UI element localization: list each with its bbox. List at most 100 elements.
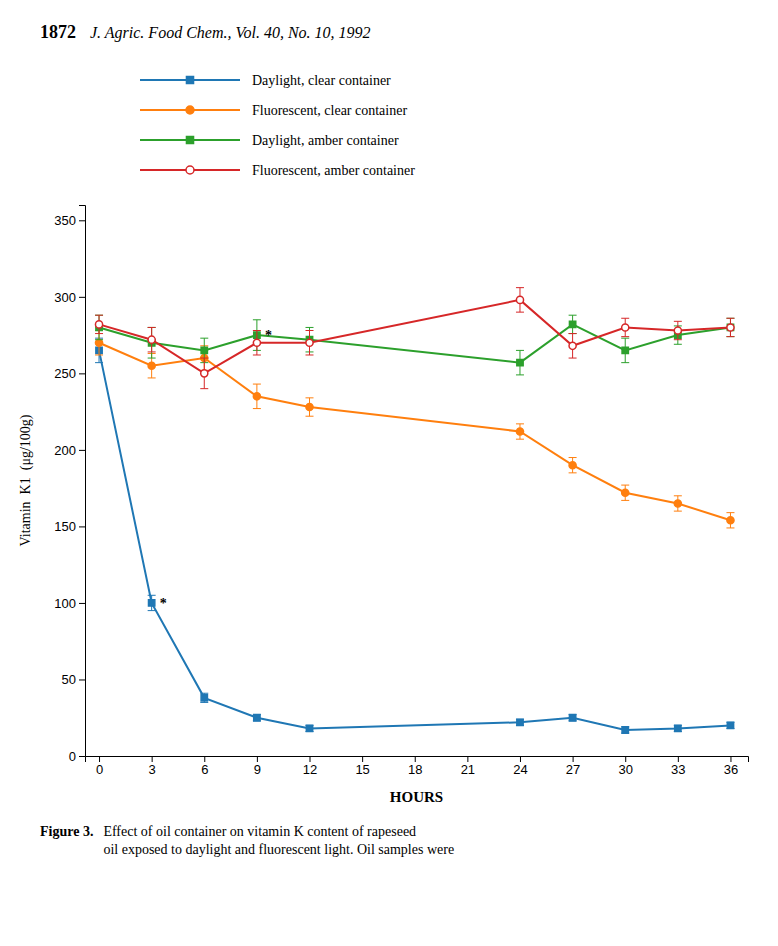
error-bar-cap — [95, 354, 103, 355]
caption-label: Figure 3. — [40, 824, 93, 839]
y-axis: 050100150200250300350 — [54, 206, 85, 764]
legend-label: Daylight, amber container — [252, 133, 399, 148]
x-tick-mark — [573, 756, 574, 762]
point — [675, 725, 681, 731]
x-tick-mark — [520, 756, 521, 762]
error-bar-cap — [726, 527, 734, 528]
error-bar-cap — [569, 358, 577, 359]
series-line — [99, 350, 730, 730]
x-tick: 18 — [408, 756, 422, 777]
error-bar — [306, 331, 314, 355]
point — [674, 327, 681, 334]
y-tick-label: 100 — [54, 596, 76, 611]
error-bar — [306, 398, 314, 416]
error-bar-cap — [200, 693, 208, 694]
legend-item: Daylight, amber container — [140, 133, 399, 148]
x-tick: 0 — [96, 756, 103, 777]
error-bar-cap — [726, 318, 734, 319]
x-tick: 27 — [566, 756, 580, 777]
x-tick-label: 24 — [513, 762, 527, 777]
error-bar-cap — [200, 338, 208, 339]
x-tick: 36 — [724, 756, 738, 777]
chart: 1872J. Agric. Food Chem., Vol. 40, No. 1… — [0, 0, 778, 946]
x-tick: 9 — [254, 756, 261, 777]
error-bar — [726, 722, 734, 728]
x-tick-mark — [678, 756, 679, 762]
legend-marker — [186, 106, 194, 114]
error-bar — [569, 458, 577, 473]
point — [148, 336, 155, 343]
y-tick-label: 200 — [54, 443, 76, 458]
error-bar-cap — [148, 358, 156, 359]
point — [95, 321, 102, 328]
error-bar-cap — [569, 457, 577, 458]
point — [253, 393, 260, 400]
x-axis: 0369121518212427303336 — [86, 756, 749, 777]
x-tick-label: 30 — [618, 762, 632, 777]
x-tick: 6 — [201, 756, 208, 777]
error-bar-cap — [674, 511, 682, 512]
point — [306, 403, 313, 410]
y-tick: 350 — [54, 213, 85, 228]
y-tick: 200 — [54, 443, 85, 458]
error-bar-cap — [253, 408, 261, 409]
y-tick-mark — [79, 220, 85, 221]
x-tick: 24 — [513, 756, 527, 777]
x-tick-mark — [310, 756, 311, 762]
error-bar-cap — [569, 333, 577, 334]
x-tick-mark — [204, 756, 205, 762]
legend-marker — [186, 76, 193, 83]
point — [727, 517, 734, 524]
error-bar-cap — [200, 702, 208, 703]
legend-label: Fluorescent, clear container — [252, 103, 407, 118]
y-tick: 300 — [54, 289, 85, 304]
caption-line: oil exposed to daylight and fluorescent … — [103, 842, 454, 857]
y-tick-label: 300 — [54, 289, 76, 304]
error-bar-cap — [516, 439, 524, 440]
error-bar — [569, 315, 577, 333]
error-bar-cap — [306, 330, 314, 331]
x-tick-label: 27 — [566, 762, 580, 777]
x-tick: 15 — [355, 756, 369, 777]
y-axis-title: Vitamin K1 (μg/100g) — [18, 414, 34, 546]
error-bar-cap — [726, 336, 734, 337]
y-axis-line — [79, 206, 86, 757]
error-bar-cap — [200, 388, 208, 389]
error-bar — [569, 334, 577, 358]
point — [306, 339, 313, 346]
series-line — [99, 324, 730, 362]
x-tick: 30 — [618, 756, 632, 777]
legend: Daylight, clear containerFluorescent, cl… — [140, 73, 415, 178]
error-bar-cap — [569, 472, 577, 473]
y-tick: 150 — [54, 519, 85, 534]
error-bar-cap — [306, 397, 314, 398]
point — [622, 489, 629, 496]
point — [148, 600, 154, 606]
series — [95, 288, 734, 389]
error-bar — [621, 338, 629, 362]
annotation: * — [160, 596, 167, 611]
y-tick-mark — [79, 297, 85, 298]
error-bar-cap — [306, 327, 314, 328]
error-bar-cap — [148, 327, 156, 328]
series-line — [99, 343, 730, 521]
x-tick-mark — [730, 756, 731, 762]
error-bar — [621, 727, 629, 733]
error-bar — [148, 595, 156, 610]
error-bar-cap — [674, 321, 682, 322]
y-tick-mark — [79, 679, 85, 680]
point — [622, 347, 628, 353]
x-tick-mark — [467, 756, 468, 762]
error-bar — [726, 513, 734, 528]
legend-item: Fluorescent, clear container — [140, 103, 407, 118]
x-tick-label: 12 — [303, 762, 317, 777]
error-bar-cap — [516, 350, 524, 351]
error-bar-cap — [306, 416, 314, 417]
point — [516, 296, 523, 303]
error-bar-cap — [200, 358, 208, 359]
y-tick-mark — [79, 603, 85, 604]
series — [95, 331, 734, 528]
error-bar-cap — [726, 512, 734, 513]
x-tick-label: 3 — [149, 762, 156, 777]
y-tick-label: 0 — [69, 749, 76, 764]
